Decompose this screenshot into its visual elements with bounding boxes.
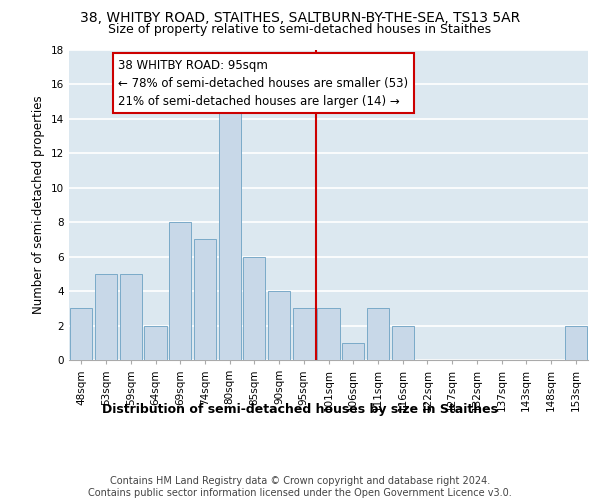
- Bar: [145, 326, 167, 360]
- Bar: [218, 102, 241, 360]
- Bar: [565, 326, 587, 360]
- Bar: [243, 256, 265, 360]
- Text: 38 WHITBY ROAD: 95sqm
← 78% of semi-detached houses are smaller (53)
21% of semi: 38 WHITBY ROAD: 95sqm ← 78% of semi-deta…: [118, 58, 409, 108]
- Bar: [317, 308, 340, 360]
- Text: 38, WHITBY ROAD, STAITHES, SALTBURN-BY-THE-SEA, TS13 5AR: 38, WHITBY ROAD, STAITHES, SALTBURN-BY-T…: [80, 11, 520, 25]
- Y-axis label: Number of semi-detached properties: Number of semi-detached properties: [32, 96, 46, 314]
- Bar: [342, 343, 364, 360]
- Bar: [119, 274, 142, 360]
- Bar: [95, 274, 117, 360]
- Bar: [268, 291, 290, 360]
- Bar: [293, 308, 315, 360]
- Text: Distribution of semi-detached houses by size in Staithes: Distribution of semi-detached houses by …: [102, 402, 498, 415]
- Bar: [392, 326, 414, 360]
- Bar: [70, 308, 92, 360]
- Text: Contains HM Land Registry data © Crown copyright and database right 2024.
Contai: Contains HM Land Registry data © Crown c…: [88, 476, 512, 498]
- Bar: [367, 308, 389, 360]
- Bar: [169, 222, 191, 360]
- Text: Size of property relative to semi-detached houses in Staithes: Size of property relative to semi-detach…: [109, 22, 491, 36]
- Bar: [194, 240, 216, 360]
